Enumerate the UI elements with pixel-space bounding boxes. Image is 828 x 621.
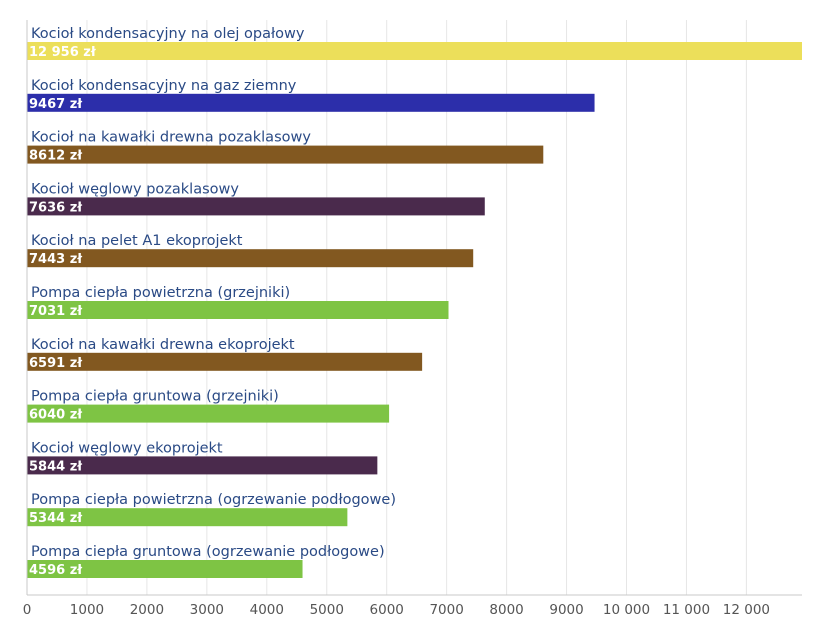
bar: [27, 404, 390, 423]
value-label: 6040 zł: [29, 408, 83, 423]
value-label: 7443 zł: [29, 252, 83, 267]
category-label: Kocioł węglowy ekoprojekt: [31, 440, 223, 456]
x-tick-label: 9000: [549, 602, 583, 618]
x-tick-label: 3000: [190, 602, 224, 618]
bar: [27, 508, 348, 527]
category-label: Kocioł kondensacyjny na gaz ziemny: [31, 78, 297, 94]
x-axis: 0 1000 2000 3000 4000 5000 6000 7000 8000 9000 10 …: [23, 20, 802, 618]
x-tick-label: 5000: [310, 602, 344, 618]
x-tick-label: 4000: [250, 602, 284, 618]
x-tick-label: 7000: [429, 602, 463, 618]
category-label: Kocioł na kawałki drewna ekoprojekt: [31, 337, 295, 353]
bar: [27, 249, 474, 268]
x-tick-label: 11 000: [663, 602, 710, 618]
bar: [27, 197, 485, 216]
bar: [27, 93, 595, 112]
x-tick-label: 10 000: [603, 602, 650, 618]
value-label: 8612 zł: [29, 149, 83, 164]
value-label: 5344 zł: [29, 511, 83, 526]
category-label: Pompa ciepła gruntowa (grzejniki): [31, 389, 279, 405]
bar: [27, 560, 303, 578]
bar: [27, 145, 544, 164]
x-tick-label: 8000: [489, 602, 523, 618]
value-label: 4596 zł: [29, 563, 83, 578]
category-label: Kocioł na pelet A1 ekoprojekt: [31, 233, 243, 249]
bar: [27, 456, 378, 475]
x-tick-label: 6000: [370, 602, 404, 618]
x-tick-label: 12 000: [723, 602, 770, 618]
bars: Kocioł kondensacyjny na olej opałowy 12 9…: [27, 26, 802, 578]
bar: [27, 42, 802, 60]
value-label: 6591 zł: [29, 356, 83, 371]
x-tick-label: 2000: [130, 602, 164, 618]
bar: [27, 301, 449, 319]
category-label: Pompa ciepła gruntowa (ogrzewanie podłog…: [31, 544, 385, 560]
x-tick-label: 0: [23, 602, 32, 618]
value-label: 12 956 zł: [29, 45, 97, 60]
value-label: 9467 zł: [29, 97, 83, 112]
value-label: 5844 zł: [29, 459, 83, 474]
category-label: Kocioł na kawałki drewna pozaklasowy: [31, 130, 311, 146]
category-label: Kocioł kondensacyjny na olej opałowy: [31, 26, 305, 42]
category-label: Pompa ciepła powietrzna (ogrzewanie podł…: [31, 492, 396, 508]
category-label: Kocioł węglowy pozaklasowy: [31, 181, 239, 197]
value-label: 7031 zł: [29, 304, 83, 319]
value-label: 7636 zł: [29, 200, 83, 215]
category-label: Pompa ciepła powietrzna (grzejniki): [31, 285, 290, 301]
bar: [27, 352, 423, 371]
x-tick-label: 1000: [70, 602, 104, 618]
